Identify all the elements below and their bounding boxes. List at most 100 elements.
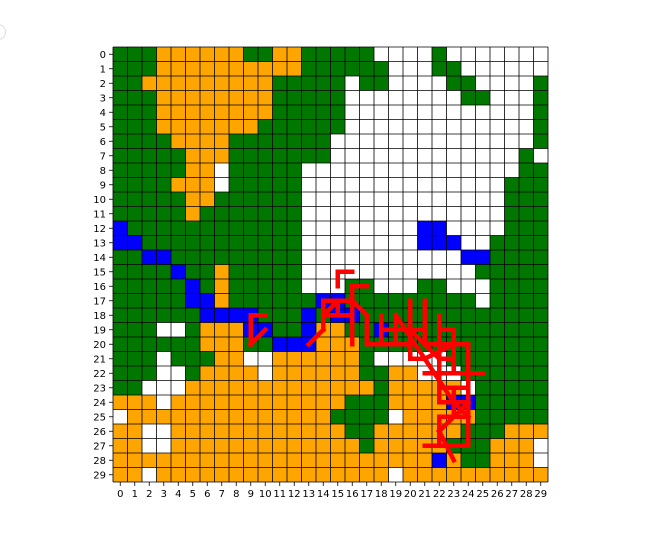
board-cell-forest — [287, 192, 302, 207]
board-cell-forest — [243, 177, 258, 192]
board-cell-forest — [345, 61, 360, 76]
board-cell-sand — [403, 409, 418, 424]
board-cell-sand — [113, 467, 128, 482]
board-cell-open — [403, 250, 418, 265]
row-tick-label: 13 — [93, 238, 106, 249]
row-tick-label: 22 — [93, 369, 106, 380]
board-cell-forest — [113, 308, 128, 323]
board-cell-sand — [229, 90, 244, 105]
row-axis: 0123456789101112131415161718192021222324… — [93, 50, 113, 481]
row-tick-label: 21 — [93, 354, 106, 365]
board-cell-forest — [316, 119, 331, 134]
board-cell-open — [461, 279, 476, 294]
board-cell-forest — [127, 221, 142, 236]
board-cell-open — [519, 76, 534, 91]
board-cell-open — [374, 250, 389, 265]
board-cell-forest — [461, 322, 476, 337]
board-cell-water — [127, 235, 142, 250]
board-cell-forest — [229, 250, 244, 265]
board-cell-sand — [490, 453, 505, 468]
board-cell-forest — [345, 395, 360, 410]
board-cell-forest — [272, 177, 287, 192]
board-cell-water — [432, 453, 447, 468]
board-cell-forest — [258, 163, 273, 178]
board-cell-open — [301, 279, 316, 294]
board-cell-sand — [490, 438, 505, 453]
board-cell-sand — [156, 76, 171, 91]
board-cell-open — [519, 134, 534, 149]
column-tick-label: 21 — [418, 489, 431, 500]
board-cell-open — [417, 105, 432, 120]
board-cell-sand — [243, 380, 258, 395]
board-cell-sand — [214, 467, 229, 482]
row-tick-label: 4 — [100, 108, 106, 119]
board-cell-forest — [127, 264, 142, 279]
board-cell-sand — [214, 148, 229, 163]
board-cell-forest — [142, 192, 157, 207]
board-cell-forest — [359, 366, 374, 381]
board-cell-forest — [142, 61, 157, 76]
board-cell-sand — [200, 105, 215, 120]
board-cell-forest — [156, 337, 171, 352]
board-cell-sand — [272, 351, 287, 366]
board-cell-sand — [229, 61, 244, 76]
board-cell-open — [156, 380, 171, 395]
board-cell-forest — [287, 90, 302, 105]
board-cell-sand — [374, 424, 389, 439]
board-cell-forest — [229, 235, 244, 250]
board-cell-forest — [301, 293, 316, 308]
board-cell-forest — [156, 293, 171, 308]
board-cell-open — [490, 148, 505, 163]
board-cell-open — [446, 90, 461, 105]
board-cell-forest — [504, 395, 519, 410]
column-tick-label: 12 — [288, 489, 301, 500]
board-cell-sand — [127, 438, 142, 453]
board-cell-open — [461, 177, 476, 192]
board-cell-open — [330, 221, 345, 236]
board-cell-open — [156, 424, 171, 439]
board-cell-sand — [214, 47, 229, 62]
board-cell-forest — [171, 293, 186, 308]
board-cell-open — [301, 235, 316, 250]
board-cell-sand — [403, 380, 418, 395]
board-cell-sand — [200, 380, 215, 395]
column-axis: 0 1 2 3 4 5 6 7 8 9 10 11 12 13 14 15 16 17 18 19 20 21 22 23 24… — [117, 482, 547, 500]
board-cell-open — [142, 380, 157, 395]
board-cell-open — [403, 148, 418, 163]
column-tick-label: 17 — [360, 489, 373, 500]
board-cell-sand — [156, 119, 171, 134]
board-cell-forest — [113, 90, 128, 105]
board-cell-sand — [171, 61, 186, 76]
board-cell-open — [388, 279, 403, 294]
row-tick-label: 14 — [93, 253, 106, 264]
board-cell-forest — [142, 47, 157, 62]
board-cell-open — [461, 163, 476, 178]
board-cell-forest — [519, 148, 534, 163]
board-cell-open — [403, 105, 418, 120]
board-cell-open — [359, 250, 374, 265]
board-cell-forest — [258, 177, 273, 192]
board-cell-open — [490, 163, 505, 178]
board-cell-forest — [490, 409, 505, 424]
board-cell-forest — [287, 163, 302, 178]
board-cell-sand — [272, 409, 287, 424]
board-cell-sand — [330, 438, 345, 453]
board-cell-forest — [185, 235, 200, 250]
board-cell-open — [504, 163, 519, 178]
board-cell-open — [475, 221, 490, 236]
board-cell-forest — [156, 163, 171, 178]
board-cell-open — [417, 250, 432, 265]
board-cell-sand — [200, 409, 215, 424]
board-cell-sand — [171, 90, 186, 105]
board-cell-forest — [185, 366, 200, 381]
board-cell-forest — [185, 308, 200, 323]
board-cell-sand — [287, 438, 302, 453]
path-segment — [320, 298, 370, 319]
board-cell-sand — [258, 76, 273, 91]
board-cell-open — [345, 105, 360, 120]
board-cell-sand — [243, 105, 258, 120]
board-cell-open — [475, 148, 490, 163]
board-cell-forest — [229, 192, 244, 207]
board-cell-open — [388, 177, 403, 192]
board-cell-sand — [185, 105, 200, 120]
